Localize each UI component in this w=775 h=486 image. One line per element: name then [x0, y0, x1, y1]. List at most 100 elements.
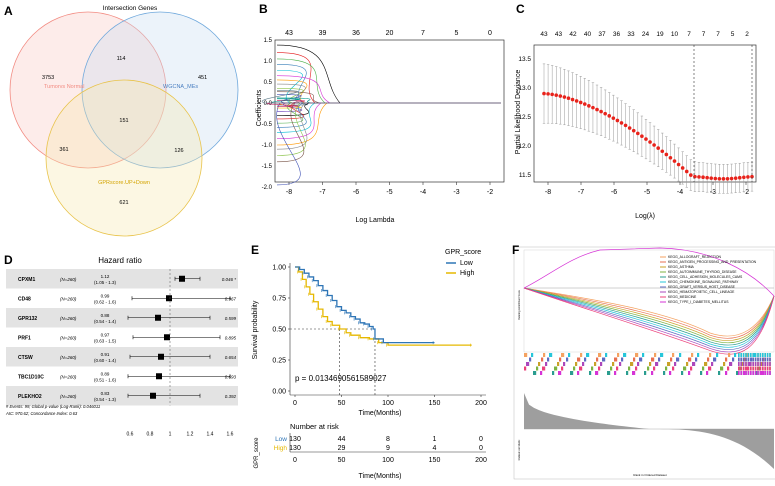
gsea-hit: [596, 357, 598, 362]
gsea-hit: [594, 362, 596, 366]
gsea-hit: [707, 371, 709, 375]
gsea-hit: [554, 366, 556, 371]
gsea-hit: [649, 362, 651, 366]
cv-deviance-point: [574, 99, 579, 103]
gsea-hit: [687, 362, 689, 366]
gsea-hit: [654, 353, 656, 357]
gsea-hit: [700, 371, 702, 375]
gsea-hit: [769, 371, 771, 375]
cv-deviance-point: [554, 93, 559, 97]
cv-deviance-point: [737, 175, 742, 180]
gsea-hit: [673, 366, 675, 371]
gsea-hit: [766, 353, 769, 357]
gsea-hit: [586, 353, 588, 357]
gsea-hit: [670, 371, 672, 375]
lasso-top-tick: 36: [352, 30, 360, 37]
gsea-hit: [569, 353, 571, 357]
gsea-hit: [747, 366, 750, 371]
lasso-x-tick: -4: [420, 189, 426, 196]
gsea-hit: [650, 362, 652, 366]
gsea-hit: [524, 353, 526, 357]
gsea-legend-item: KEGG_GRAFT_VERSUS_HOST_DISEASE: [668, 285, 736, 289]
gsea-hit: [686, 362, 688, 366]
gsea-hit: [617, 353, 619, 357]
gsea-hit: [541, 371, 543, 375]
cv-plot-frame: [533, 44, 757, 183]
gsea-hit: [754, 353, 757, 357]
gsea-hit: [693, 362, 695, 366]
lasso-coef-path: [276, 102, 501, 124]
lasso-coef-path: [276, 75, 501, 104]
gsea-hit: [679, 353, 681, 357]
forest-hr: 0.97: [101, 332, 110, 337]
gsea-hit: [589, 371, 591, 375]
lasso-coef-path: [276, 102, 501, 116]
panel-label-f: F: [512, 243, 520, 257]
cv-deviance-point: [676, 162, 681, 167]
gsea-hit: [727, 366, 729, 371]
gsea-hit: [759, 357, 762, 362]
gsea-hit: [585, 357, 587, 362]
lasso-y-axis: 1.51.00.50.0-0.5-1.0-1.5-2.0: [262, 38, 273, 191]
km-x-tick: 150: [429, 400, 441, 407]
forest-gene: GPR132: [18, 316, 37, 322]
gsea-hit: [612, 362, 614, 366]
gsea-hit: [542, 366, 544, 371]
gsea-hit: [715, 357, 717, 362]
gsea-hit: [541, 357, 543, 362]
km-curve-low: [295, 266, 435, 344]
gsea-hit: [640, 357, 642, 362]
gsea-hit: [757, 366, 759, 371]
risk-x-tick: 200: [475, 457, 487, 464]
gsea-hit: [750, 371, 752, 375]
venn-circle-tumor: [9, 11, 167, 169]
gsea-hit: [660, 353, 662, 357]
gsea-hit: [614, 357, 616, 362]
panel-label-c: C: [516, 2, 525, 16]
gsea-hit: [740, 371, 742, 375]
gsea-hit: [745, 371, 747, 375]
gsea-hit: [600, 362, 602, 366]
gsea-hit: [663, 371, 665, 375]
gsea-hit: [703, 366, 705, 371]
gsea-hit: [525, 353, 527, 357]
venn-count-a-only: 3753: [42, 75, 54, 81]
gsea-hit: [668, 362, 670, 366]
lasso-coef-path: [276, 64, 501, 104]
km-y-tick: 0.75: [272, 296, 286, 303]
gsea-hit: [692, 353, 694, 357]
lasso-coef-path: [276, 102, 501, 133]
venn-count-bc: 126: [174, 148, 183, 154]
gsea-hit: [653, 357, 655, 362]
km-curve-high: [295, 266, 472, 346]
forest-hr-square: [179, 275, 185, 282]
gsea-hit: [556, 366, 558, 371]
lasso-coef-path: [276, 97, 501, 104]
lasso-coef-path: [276, 102, 501, 150]
gsea-hit: [673, 353, 675, 357]
gsea-hit: [629, 366, 631, 371]
gsea-hit: [690, 366, 692, 371]
risk-x-tick: 100: [382, 457, 394, 464]
forest-p: 0.599: [225, 316, 237, 321]
km-x-tick: 50: [338, 400, 346, 407]
cv-top-tick: 5: [731, 31, 735, 38]
gsea-hit: [662, 353, 664, 357]
lasso-x-axis: -8 -7 -6 -5 -4 -3 -2: [286, 182, 493, 196]
gsea-hit: [717, 353, 719, 357]
gsea-hit: [656, 362, 658, 366]
venn-count-c-only: 621: [119, 200, 128, 206]
gsea-hit: [638, 362, 640, 366]
cv-deviance-point: [582, 102, 587, 106]
cv-deviance-point: [599, 109, 603, 114]
forest-ci: (0.63 - 1.5): [94, 338, 117, 343]
cv-y-tick: 13.5: [518, 56, 531, 63]
gsea-hit: [747, 362, 750, 366]
gsea-hit: [530, 357, 532, 362]
lasso-coefficient-plot: 43 39 36 20 7 5 0 -8 -7 -6 -5 -4 -3 -2 1.51.00.50.0-…: [256, 30, 505, 224]
cv-deviance-points: [542, 45, 754, 194]
forest-gene: TBC1D10C: [18, 374, 44, 380]
risk-value: 29: [338, 445, 346, 452]
gsea-hit: [655, 353, 657, 357]
gsea-hit: [647, 366, 649, 371]
